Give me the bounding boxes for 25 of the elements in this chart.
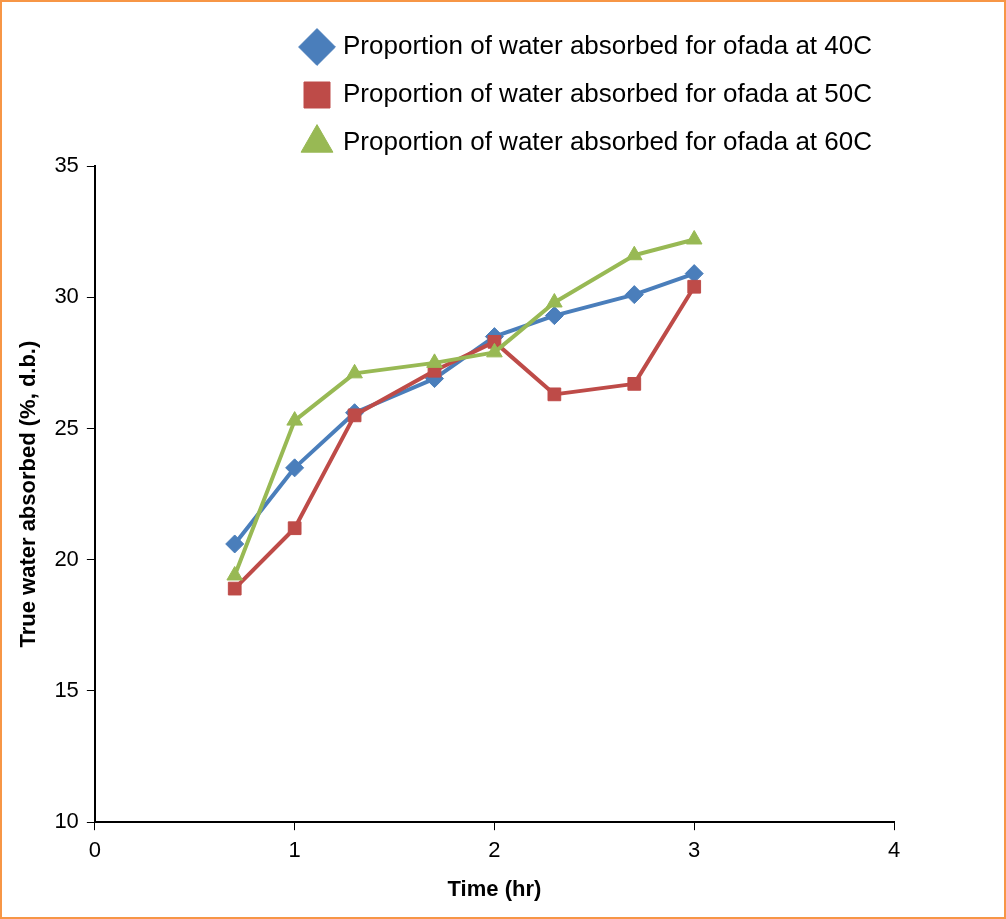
legend-label: Proportion of water absorbed for ofada at 60C — [343, 126, 873, 157]
x-tick-label: 2 — [488, 837, 501, 863]
point — [544, 306, 564, 326]
legend-label: Proportion of water absorbed for ofada at 40C — [343, 30, 873, 61]
point — [225, 534, 245, 554]
point — [285, 458, 305, 478]
legend-label: Proportion of water absorbed for ofada at 50C — [343, 78, 873, 109]
y-tick-label: 25 — [54, 414, 79, 440]
x-axis-title: Time (hr) — [447, 875, 542, 901]
point — [287, 521, 302, 536]
point — [624, 285, 644, 305]
point — [687, 279, 702, 294]
y-axis-title: True water absorbed (%, d.b.) — [15, 340, 41, 648]
y-tick-label: 10 — [54, 808, 79, 834]
y-tick-label: 30 — [54, 283, 79, 309]
y-tick-label: 15 — [54, 677, 79, 703]
point — [227, 581, 242, 596]
x-tick-label: 4 — [887, 837, 901, 863]
x-tick-label: 3 — [688, 837, 701, 863]
y-tick-label: 35 — [54, 152, 79, 178]
y-tick-label: 20 — [54, 545, 79, 571]
point — [547, 387, 562, 402]
point — [627, 376, 642, 391]
x-tick-label: 0 — [88, 837, 101, 863]
x-tick-label: 1 — [288, 837, 301, 863]
